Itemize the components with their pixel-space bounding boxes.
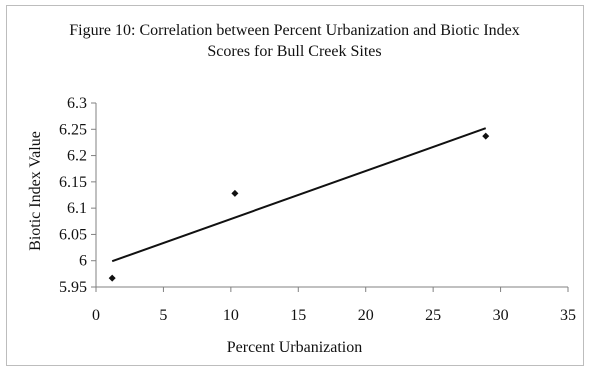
y-tick-label: 6.2 [67, 148, 87, 165]
data-point [482, 132, 490, 140]
x-tick-label: 35 [560, 307, 576, 324]
y-tick-label: 6.1 [67, 200, 87, 217]
x-axis-label: Percent Urbanization [226, 339, 363, 356]
trendline [111, 127, 487, 263]
x-tick-label: 20 [358, 307, 374, 324]
y-tick-label: 6.05 [59, 226, 87, 243]
chart-title-line-2: Scores for Bull Creek Sites [207, 43, 382, 60]
x-tick-label: 25 [425, 307, 441, 324]
y-tick-label: 6.15 [59, 174, 87, 191]
chart-frame [6, 5, 584, 366]
x-tick-label: 5 [159, 307, 167, 324]
y-tick-label: 6 [79, 253, 87, 270]
data-point [231, 189, 239, 197]
y-tick-label: 5.95 [59, 279, 87, 296]
x-tick-label: 15 [290, 307, 306, 324]
x-tick-label: 0 [92, 307, 100, 324]
y-axis-label: Biotic Index Value [27, 131, 44, 251]
x-tick-label: 10 [223, 307, 239, 324]
chart-title-line-1: Figure 10: Correlation between Percent U… [69, 22, 520, 39]
data-point [108, 274, 116, 282]
y-tick-label: 6.3 [67, 95, 87, 112]
x-tick-label: 30 [493, 307, 509, 324]
y-tick-label: 6.25 [59, 121, 87, 138]
